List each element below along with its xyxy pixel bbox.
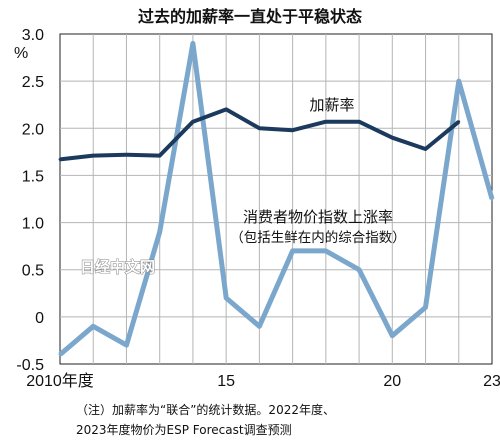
data-point-wage-growth: [158, 154, 162, 158]
series-label-wage-growth: 加薪率: [309, 96, 354, 114]
data-point-wage-growth: [390, 136, 394, 140]
data-point-cpi: [158, 230, 162, 234]
data-point-cpi: [58, 353, 62, 356]
y-tick-label: 1.5: [22, 168, 44, 185]
y-tick-label: 3.0: [22, 27, 44, 44]
data-point-cpi: [191, 42, 195, 45]
data-point-wage-growth: [58, 158, 62, 161]
data-point-wage-growth: [257, 126, 261, 130]
y-tick-label: 0: [35, 310, 44, 327]
x-tick-label: 20: [383, 373, 401, 390]
gridlines: [60, 34, 492, 364]
data-point-wage-growth: [324, 120, 328, 124]
data-point-cpi: [390, 334, 394, 338]
chart-title: 过去的加薪率一直处于平稳状态: [138, 7, 362, 26]
y-tick-label: 2.0: [22, 121, 44, 138]
data-point-cpi: [257, 324, 261, 328]
y-tick-label: 0.5: [22, 263, 44, 280]
y-tick-label: 2.5: [22, 74, 44, 91]
data-point-cpi: [91, 324, 95, 328]
series-line-cpi: [58, 40, 495, 357]
data-point-cpi: [125, 343, 128, 347]
x-axis-ticks: 2010年度 15 20 23: [26, 372, 500, 390]
data-point-cpi: [490, 197, 494, 201]
series-lines: [58, 40, 495, 357]
data-point-wage-growth: [291, 128, 295, 132]
x-tick-label: 23: [483, 373, 500, 390]
y-axis-ticks: 3.0 2.5 2.0 1.5 1.0 0.5 0 -0.5: [16, 27, 44, 374]
data-point-wage-growth: [191, 120, 195, 124]
footnote-line-2: 2023年度物价为ESP Forecast调查预测: [76, 422, 292, 437]
series-label-cpi-note: （包括生鲜在内的综合指数）: [230, 230, 406, 246]
data-point-cpi: [291, 249, 295, 253]
data-point-cpi: [457, 79, 461, 83]
data-point-cpi: [357, 268, 361, 272]
y-tick-label: -0.5: [16, 357, 44, 374]
data-point-wage-growth: [457, 120, 461, 124]
data-point-cpi: [224, 296, 228, 300]
data-point-wage-growth: [224, 108, 228, 111]
series-labels: 加薪率 消费者物价指数上涨率 （包括生鲜在内的综合指数）: [230, 96, 406, 246]
x-tick-label: 2010年度: [26, 372, 94, 390]
data-point-cpi: [424, 306, 427, 309]
y-axis-unit: %: [14, 45, 28, 62]
x-tick-label: 15: [217, 373, 235, 390]
data-point-wage-growth: [91, 154, 95, 158]
plot-frame: [59, 33, 493, 365]
watermark-logo: 日经中文网: [80, 258, 155, 276]
data-point-wage-growth: [424, 147, 427, 151]
data-point-cpi: [324, 249, 328, 253]
data-point-wage-growth: [357, 120, 361, 124]
footnote-line-1: （注）加薪率为“联合”的统计数据。2022年度、: [76, 402, 335, 417]
data-point-wage-growth: [125, 153, 128, 157]
y-tick-label: 1.0: [22, 216, 44, 233]
series-label-cpi: 消费者物价指数上涨率: [243, 208, 393, 226]
